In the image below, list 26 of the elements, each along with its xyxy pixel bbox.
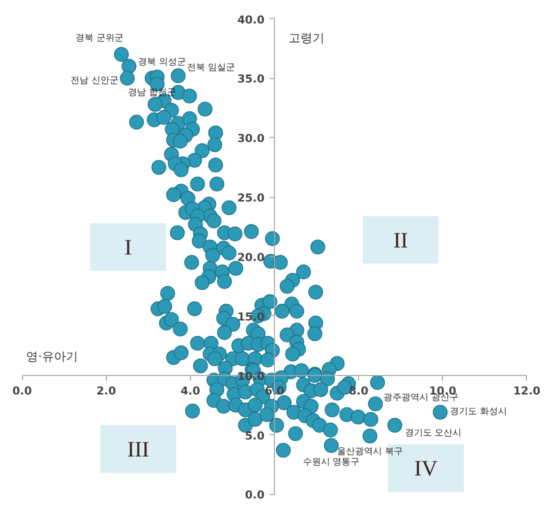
y-tick-label: 35.0 [237, 72, 265, 86]
y-tick-label: 40.0 [237, 13, 265, 26]
y-tick-label: 25.0 [237, 192, 265, 205]
x-tick-label: 4.0 [180, 384, 200, 398]
annotation: 울산광역시 북구 [337, 446, 403, 457]
x-tick-label: 12.0 [513, 384, 541, 398]
x-axis-title: 영·유아기 [26, 349, 78, 364]
annotation: III [127, 436, 150, 462]
x-tick-label: 8.0 [348, 384, 369, 398]
y-tick-label: 5.0 [245, 429, 265, 442]
y-tick-label: 20.0 [237, 251, 265, 264]
annotation: 경기도 화성시 [450, 407, 508, 418]
y-axis-title: 고령기 [288, 30, 324, 45]
annotation: IV [414, 456, 438, 481]
x-tick-label: 0.0 [12, 384, 32, 398]
annotation: 수원시 영통구 [302, 458, 360, 468]
annotation: 전남 신안군 [70, 76, 118, 86]
annotation: II [393, 227, 408, 252]
annotation: I [124, 234, 132, 260]
x-tick-label: 2.0 [96, 384, 116, 398]
annotation: 전북 임실군 [187, 62, 236, 73]
y-tick-label: 0.0 [245, 488, 265, 502]
annotation: 경북 군위군 [76, 33, 124, 44]
annotation: 경북 의성군 [138, 57, 186, 68]
annotation: 경기도 오산시 [404, 428, 462, 438]
y-tick-label: 30.0 [237, 132, 265, 146]
